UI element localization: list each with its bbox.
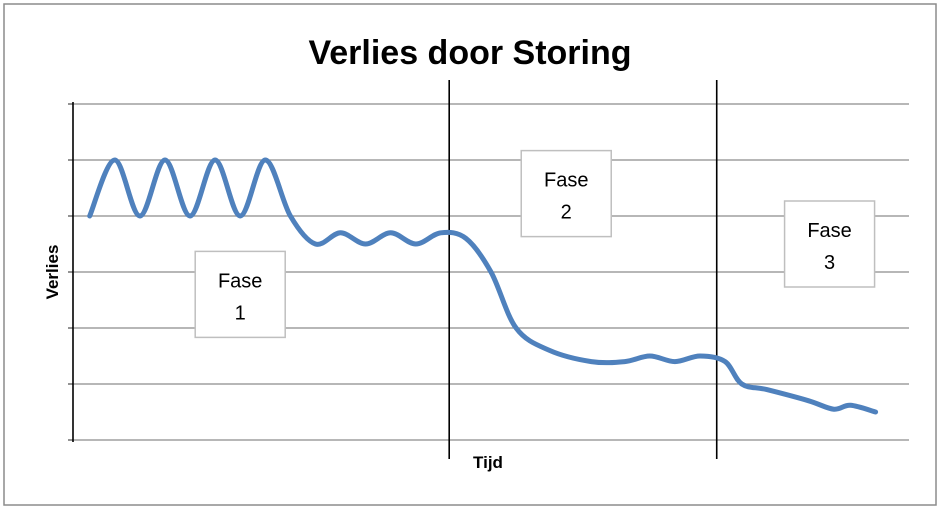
grid-lines (73, 103, 909, 441)
phase-label-2-line-2: 2 (561, 202, 572, 224)
series-layer (87, 157, 879, 415)
series-line-1 (87, 157, 879, 415)
phase-label-3-line-1: Fase (807, 220, 851, 242)
y-axis-label: Verlies (43, 245, 62, 300)
phase-label-2-line-1: Fase (544, 170, 588, 192)
phase-label-1-line-2: 1 (235, 302, 246, 324)
x-axis-label: Tijd (473, 453, 503, 472)
axes (68, 102, 74, 442)
phase-label-3-line-2: 3 (824, 252, 835, 274)
phase-label-1-line-1: Fase (218, 270, 262, 292)
chart-title: Verlies door Storing (308, 34, 631, 72)
chart-border (3, 3, 937, 506)
phase-box-3 (783, 200, 876, 288)
phase-boundary-lines (448, 80, 718, 459)
phase-box-2 (520, 149, 612, 238)
phase-labels: Fase 1 Fase 2 Fase 3 (194, 149, 876, 339)
phase-box-1 (194, 250, 286, 339)
